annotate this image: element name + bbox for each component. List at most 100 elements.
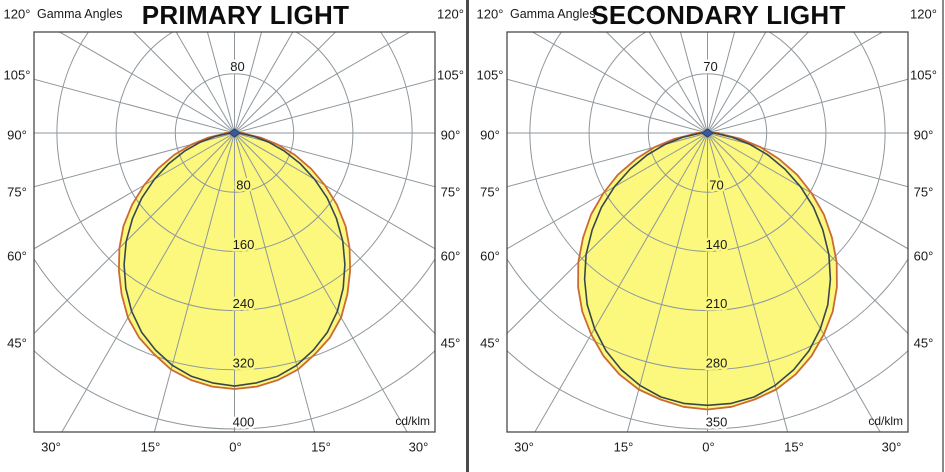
gamma-bottom-label: 30° [41,439,61,455]
gamma-ray [707,132,881,432]
gamma-ray [507,132,708,250]
sheet-right-border [942,0,944,472]
gamma-ray [507,132,708,335]
ring-value-label: 280 [706,355,728,370]
gamma-bottom-label: 30° [408,439,429,455]
gamma-ray [605,32,708,134]
polar-chart: 70 70 140 210 280 350 [506,31,909,433]
gamma-ray [234,32,411,134]
gamma-side-label-left: 90° [7,127,27,142]
gamma-ray [153,132,235,432]
gamma-side-label-right: 60° [440,248,461,264]
gamma-angles-label: Gamma Angles [510,7,596,21]
gamma-bottom-label: 15° [311,439,331,455]
gamma-ray [707,132,908,250]
gamma-ray [34,78,235,134]
gamma-angles-label: Gamma Angles [37,7,123,21]
polar-grid [34,32,435,432]
ring-value-label: 320 [233,355,255,370]
ring-value-label: 400 [233,415,255,430]
secondary-light-panel: SECONDARY LIGHT Gamma Angles 70 70 140 210 2… [473,0,945,472]
gamma-ray [234,32,337,134]
gamma-side-label-left: 75° [480,184,500,200]
polar-chart: 80 80 160 240 320 400 [33,31,436,433]
luminaire-marker [228,128,241,138]
gamma-side-label-right: 120° [910,6,937,22]
gamma-ray [648,32,708,134]
gamma-side-label-right: 90° [440,127,461,142]
gamma-bottom-label: 0° [702,439,715,455]
panel-divider [466,0,469,472]
gamma-ray [707,32,810,134]
gamma-side-label-left: 120° [3,6,31,22]
ring-value-label: 80 [236,178,250,193]
gamma-ray [58,32,235,134]
gamma-ray [707,32,736,134]
ring-value-label: 140 [706,237,728,252]
luminaire-marker [701,128,714,138]
gamma-side-label-right: 45° [440,335,461,351]
gamma-ray [234,132,408,432]
gamma-ray [234,32,294,134]
gamma-bottom-label: 30° [514,439,534,455]
ring-value-label: 240 [233,296,255,311]
gamma-side-label-left: 45° [480,335,500,351]
gamma-ray [707,132,908,335]
gamma-side-label-left: 105° [3,67,31,83]
gamma-side-label-left: 90° [480,127,500,142]
inner-curve-line [583,132,832,407]
ring-value-label: 80 [230,59,244,74]
gamma-ray [507,132,708,188]
gamma-bottom-label: 15° [784,439,804,455]
gamma-ray [626,132,708,432]
gamma-ray [234,132,435,335]
gamma-side-label-left: 105° [476,67,504,83]
gamma-ray [234,132,435,188]
gamma-ray [707,32,767,134]
gamma-side-label-right: 60° [913,248,934,264]
gamma-side-label-right: 120° [437,6,464,22]
inner-curve-line [123,132,346,387]
gamma-ray [707,132,908,188]
chart-title: SECONDARY LIGHT [591,0,846,30]
gamma-ray [707,32,884,134]
gamma-side-label-right: 75° [440,184,461,200]
gamma-ray [707,132,789,432]
gamma-ray [175,32,235,134]
gamma-bottom-label: 30° [881,439,902,455]
gamma-ray [61,132,235,432]
chart-title: PRIMARY LIGHT [141,0,350,30]
unit-label: cd/klm [868,414,903,428]
gamma-side-label-left: 60° [7,248,27,264]
ring-value-label: 350 [706,415,728,430]
primary-light-panel: PRIMARY LIGHT Gamma Angles 80 80 160 240 320… [0,0,472,472]
gamma-ray [234,132,435,250]
ring-value-label: 70 [709,178,723,193]
gamma-side-label-left: 45° [7,335,27,351]
polar-grid [507,32,908,432]
gamma-bottom-label: 0° [229,439,242,455]
gamma-side-label-right: 75° [913,184,934,200]
ring-value-label: 70 [703,59,717,74]
ring-value-label: 160 [233,237,255,252]
gamma-side-label-right: 45° [913,335,934,351]
ring-value-label: 210 [706,296,728,311]
gamma-side-label-right: 105° [437,67,464,83]
gamma-ray [34,132,235,335]
gamma-ray [132,32,235,134]
gamma-ray [234,132,316,432]
gamma-ray [531,32,708,134]
plot-frame [506,31,909,433]
plot-frame [33,31,436,433]
gamma-ray [707,78,908,134]
gamma-ray [679,32,708,134]
outer-curve-line [577,131,838,411]
gamma-ray [34,132,235,250]
gamma-side-label-right: 105° [910,67,937,83]
gamma-side-label-right: 90° [913,127,934,142]
gamma-side-label-left: 75° [7,184,27,200]
unit-label: cd/klm [395,414,430,428]
gamma-ray [234,32,263,134]
gamma-side-label-left: 60° [480,248,500,264]
